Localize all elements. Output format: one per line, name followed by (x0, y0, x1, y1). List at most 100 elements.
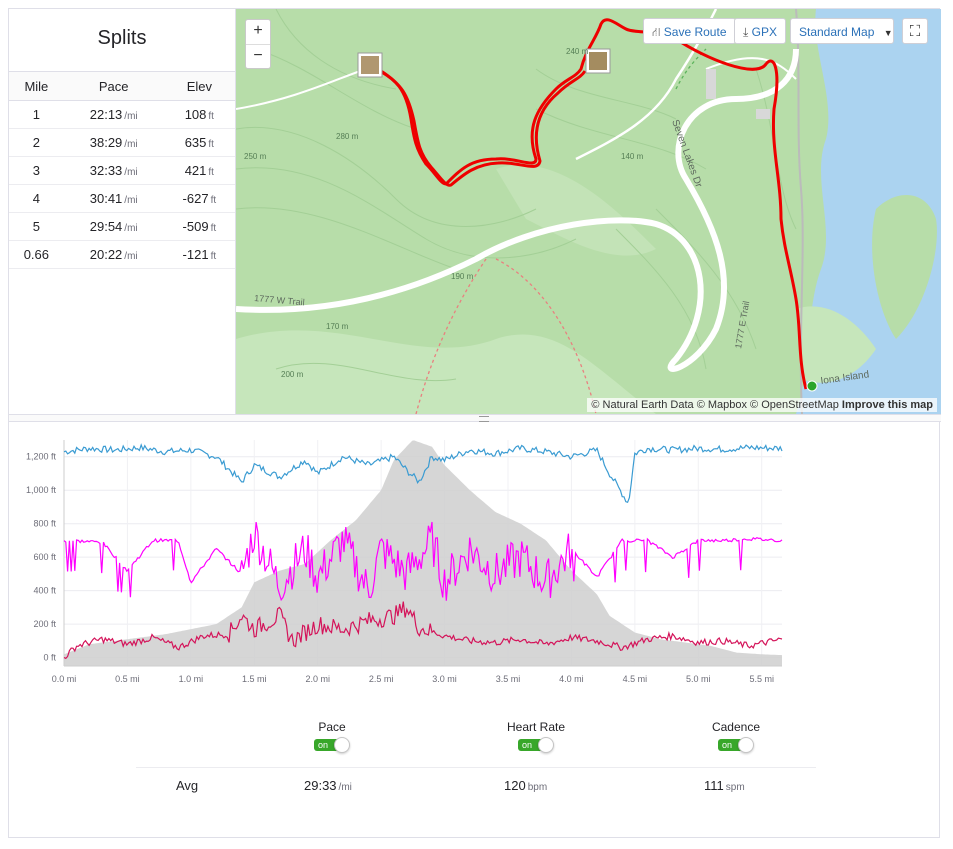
cadence-toggle-label: Cadence (711, 720, 761, 734)
series-cadence-line (63, 601, 783, 660)
split-pace-value: 29:54 (89, 219, 123, 234)
split-row: 3 32:33/mi 421 ft (9, 156, 235, 185)
grip-icon (479, 416, 489, 422)
x-tick-label: 2.0 mi (305, 674, 330, 684)
split-elev-value: -627 (182, 191, 209, 206)
y-tick-label: 400 ft (33, 586, 56, 596)
contour-label-250: 250 m (244, 152, 267, 161)
splits-title: Splits (97, 27, 147, 49)
split-mile: 5 (9, 212, 64, 241)
split-elev-unit: ft (208, 139, 214, 150)
pace-toggle-label: Pace (318, 720, 346, 734)
split-mile: 2 (9, 128, 64, 157)
save-route-button[interactable]: ⛙ Save Route (643, 18, 736, 44)
zoom-in-button[interactable]: + (253, 22, 263, 39)
x-tick-label: 4.0 mi (559, 674, 584, 684)
save-route-label: Save Route (663, 25, 727, 39)
route-map[interactable]: Seven Lakes Dr 1777 W Trail 1777 E Trail… (236, 9, 941, 414)
series-pace-line (63, 443, 783, 504)
resize-handle[interactable] (9, 414, 941, 422)
map-canvas: Seven Lakes Dr 1777 W Trail 1777 E Trail… (236, 9, 941, 414)
download-icon: ⤓ (743, 25, 749, 39)
split-elev-value: 635 (184, 135, 207, 150)
split-pace: 22:13/mi (63, 100, 164, 129)
pace-toggle-group: Pace on (262, 720, 402, 753)
split-elev-value: -509 (182, 219, 209, 234)
fullscreen-icon: ⛶ (909, 23, 921, 40)
split-elev-value: -121 (182, 247, 209, 262)
contour-label-200: 200 m (281, 370, 304, 379)
avg-pace: 29:33/mi (304, 778, 352, 793)
avg-cadence-unit: spm (725, 782, 745, 793)
chart-canvas: 1,200 ft 1,000 ft 800 ft 600 ft 400 ft 200 ft… (26, 440, 783, 684)
caret-down-icon: ▼ (883, 28, 893, 38)
x-tick-label: 5.5 mi (749, 674, 774, 684)
x-tick-label: 1.0 mi (179, 674, 204, 684)
x-tick-label: 4.5 mi (623, 674, 648, 684)
contour-label-140: 140 m (621, 152, 644, 161)
split-pace-unit: /mi (124, 167, 138, 178)
split-pace: 32:33/mi (63, 156, 164, 185)
split-pace-value: 20:22 (89, 247, 123, 262)
split-pace-unit: /mi (124, 111, 138, 122)
split-pace-unit: /mi (124, 195, 138, 206)
split-pace-unit: /mi (124, 223, 138, 234)
toggle-knob (738, 737, 754, 753)
y-tick-label: 200 ft (33, 619, 56, 629)
column-header-elev: Elev (163, 71, 235, 101)
split-elev-unit: ft (210, 195, 217, 206)
cadence-toggle-on: on (718, 739, 744, 751)
elevation-chart[interactable]: 1,200 ft 1,000 ft 800 ft 600 ft 400 ft 200 ft… (9, 430, 941, 690)
contour-label-240: 240 m (566, 47, 589, 56)
pace-toggle[interactable]: on (314, 737, 350, 753)
split-mile: 3 (9, 156, 64, 185)
x-tick-label: 3.5 mi (496, 674, 521, 684)
hr-toggle[interactable]: on (518, 737, 554, 753)
contour-label-280: 280 m (336, 132, 359, 141)
split-mile: 0.66 (9, 240, 64, 269)
split-elev-value: 421 (184, 163, 207, 178)
split-elev-unit: ft (208, 111, 214, 122)
improve-map-link[interactable]: Improve this map (841, 399, 933, 411)
split-row: 0.66 20:22/mi -121 ft (9, 240, 235, 269)
x-tick-label: 2.5 mi (369, 674, 394, 684)
map-style-select[interactable]: Standard Map ▼ (790, 18, 894, 44)
y-tick-label: 1,200 ft (26, 452, 57, 462)
split-elev: -121 ft (163, 240, 235, 269)
gpx-button[interactable]: ⤓ GPX (734, 18, 786, 44)
contour-label-190: 190 m (451, 272, 474, 281)
avg-hr-unit: bpm (527, 782, 548, 793)
zoom-control: + − (245, 19, 271, 69)
split-elev-unit: ft (208, 167, 214, 178)
series-heart-rate-line (63, 521, 783, 602)
avg-hr: 120 bpm (504, 778, 547, 793)
cadence-toggle[interactable]: on (718, 737, 754, 753)
split-mile: 1 (9, 100, 64, 129)
splits-table: Mile Pace Elev 1 22:13/mi 108 ft 2 38:29/mi 63… (9, 71, 235, 269)
split-elev: -509 ft (163, 212, 235, 241)
split-elev-unit: ft (210, 251, 217, 262)
split-pace: 20:22/mi (63, 240, 164, 269)
split-elev: -627 ft (163, 184, 235, 213)
splits-header-row: Mile Pace Elev (9, 71, 235, 101)
pace-toggle-on: on (314, 739, 340, 751)
map-style-label: Standard Map (799, 25, 875, 39)
activity-panel (8, 8, 940, 838)
split-elev: 635 ft (163, 128, 235, 157)
map-attribution: © Natural Earth Data © Mapbox © OpenStre… (587, 398, 937, 412)
y-tick-label: 800 ft (33, 519, 56, 529)
avg-pace-unit: /mi (338, 782, 352, 793)
contour-label-170: 170 m (326, 322, 349, 331)
averages-row: Avg 29:33/mi 120 bpm 111 spm (136, 767, 816, 802)
column-header-mile: Mile (9, 71, 64, 101)
split-elev-value: 108 (184, 107, 207, 122)
avg-label: Avg (176, 778, 199, 793)
split-pace-value: 30:41 (89, 191, 123, 206)
split-pace-value: 22:13 (89, 107, 123, 122)
avg-cadence-value: 111 (704, 778, 724, 793)
attribution-text[interactable]: © Natural Earth Data © Mapbox © OpenStre… (591, 399, 839, 411)
split-row: 5 29:54/mi -509 ft (9, 212, 235, 241)
cadence-toggle-group: Cadence on (666, 720, 806, 753)
fullscreen-button[interactable]: ⛶ (902, 18, 928, 44)
zoom-out-button[interactable]: − (246, 44, 270, 69)
